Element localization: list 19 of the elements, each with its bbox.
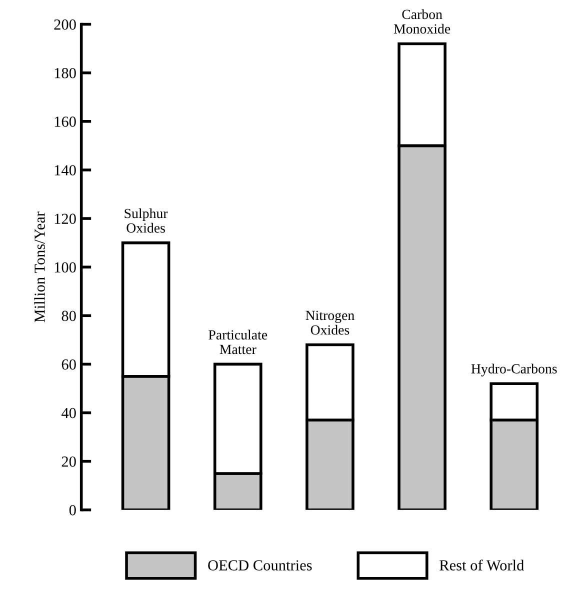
y-tick-label: 180 <box>54 68 76 78</box>
x-tick-label: Nitrogen Oxides <box>306 310 354 335</box>
y-tick-label: 0 <box>69 505 76 516</box>
x-tick-label: Carbon Monoxide <box>394 9 450 34</box>
y-tick-label: 140 <box>54 165 76 176</box>
y-tick-label: 60 <box>62 359 76 370</box>
legend-label: Rest of World <box>440 560 524 571</box>
y-tick-label: 40 <box>62 408 76 418</box>
x-tick-label: Particulate Matter <box>208 330 268 354</box>
y-tick-label: 80 <box>62 310 76 322</box>
x-tick-label: Hydro-Carbons <box>471 364 557 376</box>
x-tick-label: Sulphur Oxides <box>124 208 168 233</box>
y-tick-label: 100 <box>54 262 76 273</box>
y-tick-label: 120 <box>54 214 76 224</box>
y-tick-label: 200 <box>54 19 76 30</box>
legend-label: OECD Countries <box>208 560 312 570</box>
y-axis-title: Million Tons/Year <box>34 212 45 322</box>
y-tick-label: 160 <box>54 116 76 127</box>
y-tick-label: 20 <box>62 456 76 467</box>
